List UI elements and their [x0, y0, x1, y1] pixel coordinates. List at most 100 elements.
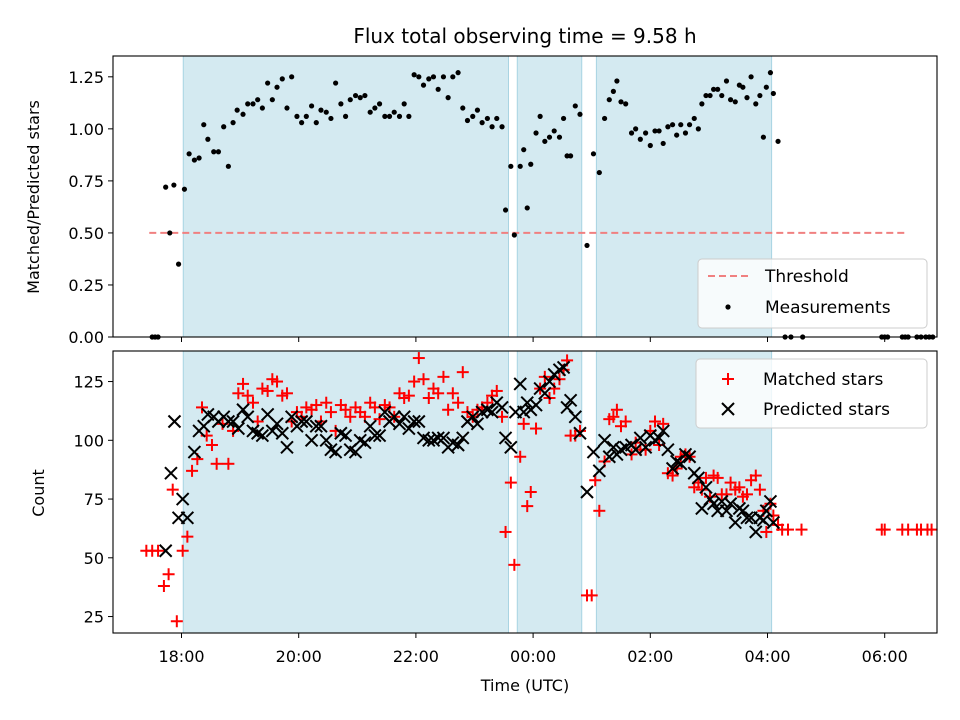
predicted-star-point [606, 440, 621, 455]
predicted-star-point [763, 494, 778, 509]
matched-star-point [795, 523, 808, 536]
predicted-star-point [586, 445, 601, 459]
matched-star-point [181, 530, 194, 543]
measurement-point [623, 101, 629, 107]
predicted-star-point [485, 405, 499, 419]
predicted-star-point [372, 428, 387, 443]
predicted-star-point [275, 426, 289, 440]
matched-star-point [695, 483, 708, 496]
measurement-point [732, 99, 738, 105]
matched-star-point [210, 457, 223, 470]
predicted-star-point [378, 405, 392, 419]
matched-star-point [271, 375, 284, 388]
matched-star-point [530, 422, 543, 435]
predicted-star-point [175, 492, 190, 506]
y-tick-label: 100 [73, 431, 104, 450]
ratio-y-label: Matched/Predicted stars [24, 100, 43, 294]
measurement-point [450, 74, 456, 80]
x-tick-label: 04:00 [744, 647, 790, 666]
measurement-point [294, 113, 300, 119]
measurement-point [420, 82, 427, 88]
y-tick-label: 0.75 [68, 172, 104, 191]
observing-interval-1 [182, 55, 509, 338]
matched-star-point [760, 525, 773, 538]
measurement-point [517, 163, 523, 169]
measurement-point [181, 186, 188, 192]
measurement-point [633, 126, 639, 132]
predicted-star-point [652, 431, 666, 445]
matched-star-point [261, 384, 274, 397]
measurement-point [308, 103, 315, 109]
matched-star-point [740, 488, 753, 501]
legend-measurement-label: Measurements [765, 298, 891, 318]
matched-star-point [310, 399, 323, 412]
y-tick-label: 25 [84, 608, 104, 627]
predicted-star-point [568, 410, 582, 424]
matched-star-point [607, 410, 620, 423]
predicted-star-point [756, 513, 771, 527]
measurement-point [710, 86, 717, 92]
predicted-star-point [358, 435, 372, 450]
measurement-point [215, 149, 222, 155]
measurement-point [411, 72, 417, 78]
matched-star-point [196, 401, 209, 414]
predicted-star-point [397, 410, 411, 424]
matched-star-point [499, 525, 512, 538]
x-tick-label: 02:00 [627, 647, 673, 666]
measurement-point [740, 84, 746, 90]
matched-star-point [339, 403, 352, 416]
measurement-point [299, 120, 305, 126]
measurement-point [201, 122, 207, 128]
predicted-star-point [265, 424, 280, 438]
measurement-point [313, 120, 319, 126]
measurement-point [760, 134, 766, 140]
y-tick-label: 0.00 [68, 328, 104, 347]
matched-star-point [237, 377, 250, 390]
measurement-point [691, 115, 697, 122]
predicted-star-point [592, 464, 607, 478]
matched-star-point [452, 396, 465, 409]
ratio-y-axis: 0.00 0.25 0.50 0.75 1.00 1.25 [68, 68, 113, 347]
matched-star-point [514, 450, 527, 463]
predicted-star-point [221, 414, 236, 429]
predicted-star-point [520, 395, 534, 410]
matched-star-point [593, 504, 606, 517]
y-tick-label: 0.25 [68, 276, 104, 295]
measurement-point [333, 80, 339, 86]
predicted-star-point [723, 497, 738, 511]
count-x-label: Time (UTC) [480, 676, 569, 695]
measurement-point [401, 101, 407, 107]
y-tick-label: 1.00 [68, 120, 104, 139]
x-tick-label: 18:00 [158, 647, 204, 666]
measurement-point [528, 161, 534, 167]
measurement-point [163, 184, 169, 190]
predicted-star-point [392, 417, 407, 431]
measurement-point [715, 86, 721, 92]
measurement-point [775, 138, 781, 144]
matched-star-point [585, 589, 598, 602]
predicted-star-point [294, 414, 309, 429]
measurement-point [391, 109, 397, 115]
matched-star-point [508, 558, 521, 571]
predicted-star-point [749, 525, 763, 539]
measurement-point [196, 155, 202, 161]
measurement-point [744, 95, 750, 101]
predicted-star-point [466, 410, 480, 424]
matched-star-point [422, 392, 435, 404]
measurement-point [255, 97, 261, 103]
measurement-point [460, 105, 466, 111]
matched-star-point [408, 375, 421, 388]
measurement-point [234, 107, 240, 113]
predicted-star-point [669, 454, 684, 469]
matched-star-point [490, 384, 503, 397]
predicted-star-point [766, 515, 781, 530]
measurement-point [464, 117, 471, 124]
ratio-legend: Threshold Measurements [697, 258, 928, 329]
measurement-point [707, 92, 713, 99]
predicted-star-point [319, 433, 333, 448]
measurement-point [470, 113, 476, 119]
predicted-star-point [280, 440, 294, 455]
measurement-point [245, 101, 251, 107]
measurement-point [703, 92, 709, 99]
predicted-star-point [661, 442, 675, 457]
